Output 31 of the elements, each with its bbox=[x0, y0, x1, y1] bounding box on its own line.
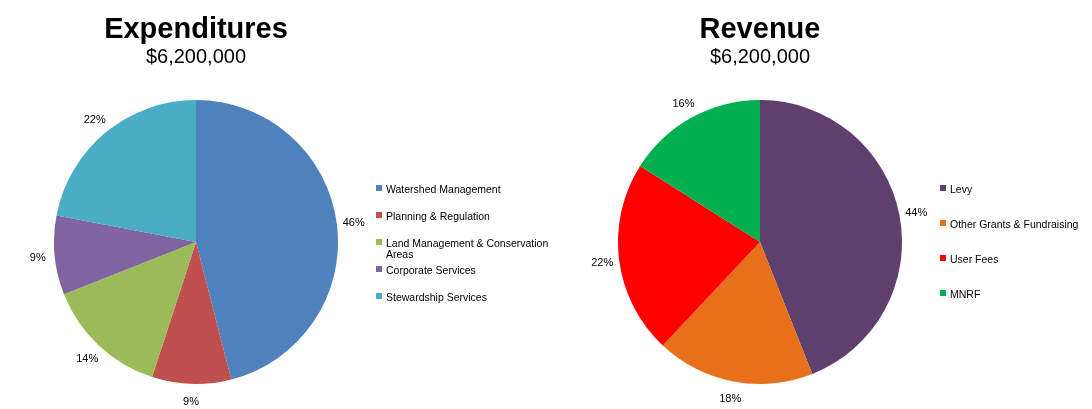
legend-label: User Fees bbox=[950, 252, 999, 265]
pie-slice bbox=[760, 100, 902, 375]
pie-slice bbox=[54, 215, 196, 295]
pie-slice bbox=[662, 242, 813, 384]
legend-label: Corporate Services bbox=[386, 263, 476, 276]
legend-label: Other Grants & Fundraising bbox=[950, 217, 1079, 230]
data-label: 14% bbox=[76, 351, 99, 364]
pie-slice bbox=[618, 165, 760, 346]
pie-slice bbox=[152, 242, 232, 384]
pie-slice bbox=[63, 242, 196, 378]
legend-label: Levy bbox=[950, 182, 973, 195]
data-label: 18% bbox=[719, 392, 742, 405]
data-label: 9% bbox=[183, 394, 200, 407]
legend-label: Stewardship Services bbox=[386, 290, 487, 303]
data-label: 16% bbox=[672, 96, 695, 109]
chart-title: Expenditures bbox=[104, 12, 288, 44]
pie-slice bbox=[640, 100, 760, 242]
chart-title: Revenue bbox=[699, 12, 821, 44]
legend-label: MNRF bbox=[950, 287, 981, 300]
legend-label: Watershed Management bbox=[386, 182, 501, 195]
pie-slice bbox=[196, 100, 338, 380]
chart-subtitle: $6,200,000 bbox=[709, 45, 811, 67]
data-label: 46% bbox=[342, 215, 365, 228]
data-label: 44% bbox=[905, 206, 928, 219]
chart-subtitle: $6,200,000 bbox=[145, 45, 247, 67]
data-label: 22% bbox=[591, 255, 614, 268]
data-label: 9% bbox=[29, 250, 46, 263]
data-label: 22% bbox=[83, 113, 106, 126]
legend-label: Land Management & Conservation Areas bbox=[386, 236, 549, 261]
pie-slice bbox=[56, 100, 196, 242]
legend-label: Planning & Regulation bbox=[386, 209, 491, 222]
